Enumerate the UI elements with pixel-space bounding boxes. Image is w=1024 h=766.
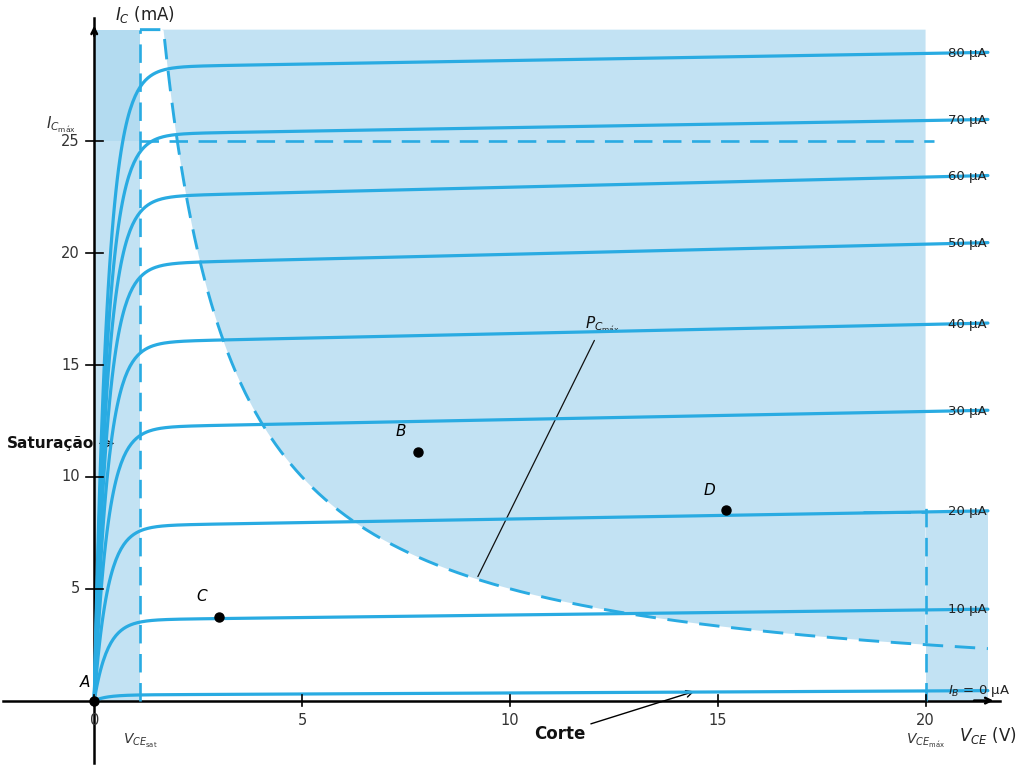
Text: $V_{CE}$ (V): $V_{CE}$ (V)	[959, 725, 1017, 746]
Text: 10 μA: 10 μA	[948, 604, 987, 617]
Text: $V_{CE_{\mathrm{sat}}}$: $V_{CE_{\mathrm{sat}}}$	[123, 732, 158, 750]
Polygon shape	[94, 30, 140, 701]
Text: D: D	[703, 483, 715, 498]
Text: $I_{C_{\mathrm{m\acute{a}x}}}$: $I_{C_{\mathrm{m\acute{a}x}}}$	[45, 114, 76, 135]
Text: $I_B$ = 0 μA: $I_B$ = 0 μA	[948, 683, 1011, 699]
Text: 30 μA: 30 μA	[948, 404, 987, 417]
Text: 50 μA: 50 μA	[948, 237, 987, 250]
Text: $I_C$ (mA): $I_C$ (mA)	[115, 4, 175, 25]
Text: 20: 20	[916, 713, 935, 728]
Text: Corte: Corte	[535, 691, 693, 742]
Text: 20 μA: 20 μA	[948, 506, 987, 519]
Text: 20: 20	[60, 246, 80, 260]
Text: 25: 25	[61, 134, 80, 149]
Text: Saturação: Saturação	[7, 436, 113, 451]
Text: 15: 15	[709, 713, 727, 728]
Text: 0: 0	[89, 713, 99, 728]
Text: $V_{CE_{\mathrm{m\acute{a}x}}}$: $V_{CE_{\mathrm{m\acute{a}x}}}$	[906, 732, 945, 750]
Text: B: B	[395, 424, 407, 439]
Text: A: A	[80, 675, 90, 690]
Polygon shape	[94, 30, 140, 142]
Text: 80 μA: 80 μA	[948, 47, 987, 60]
Text: 15: 15	[61, 358, 80, 372]
Text: $P_{C_{\mathrm{m\acute{a}x}}}$: $P_{C_{\mathrm{m\acute{a}x}}}$	[478, 315, 620, 577]
Text: 40 μA: 40 μA	[948, 318, 987, 331]
Polygon shape	[926, 512, 988, 701]
Text: 5: 5	[297, 713, 306, 728]
Text: 10: 10	[61, 470, 80, 484]
Polygon shape	[140, 30, 926, 645]
Text: 10: 10	[501, 713, 519, 728]
Text: C: C	[196, 589, 207, 604]
Text: 5: 5	[71, 581, 80, 596]
Text: 60 μA: 60 μA	[948, 170, 987, 183]
Text: 70 μA: 70 μA	[948, 114, 987, 127]
